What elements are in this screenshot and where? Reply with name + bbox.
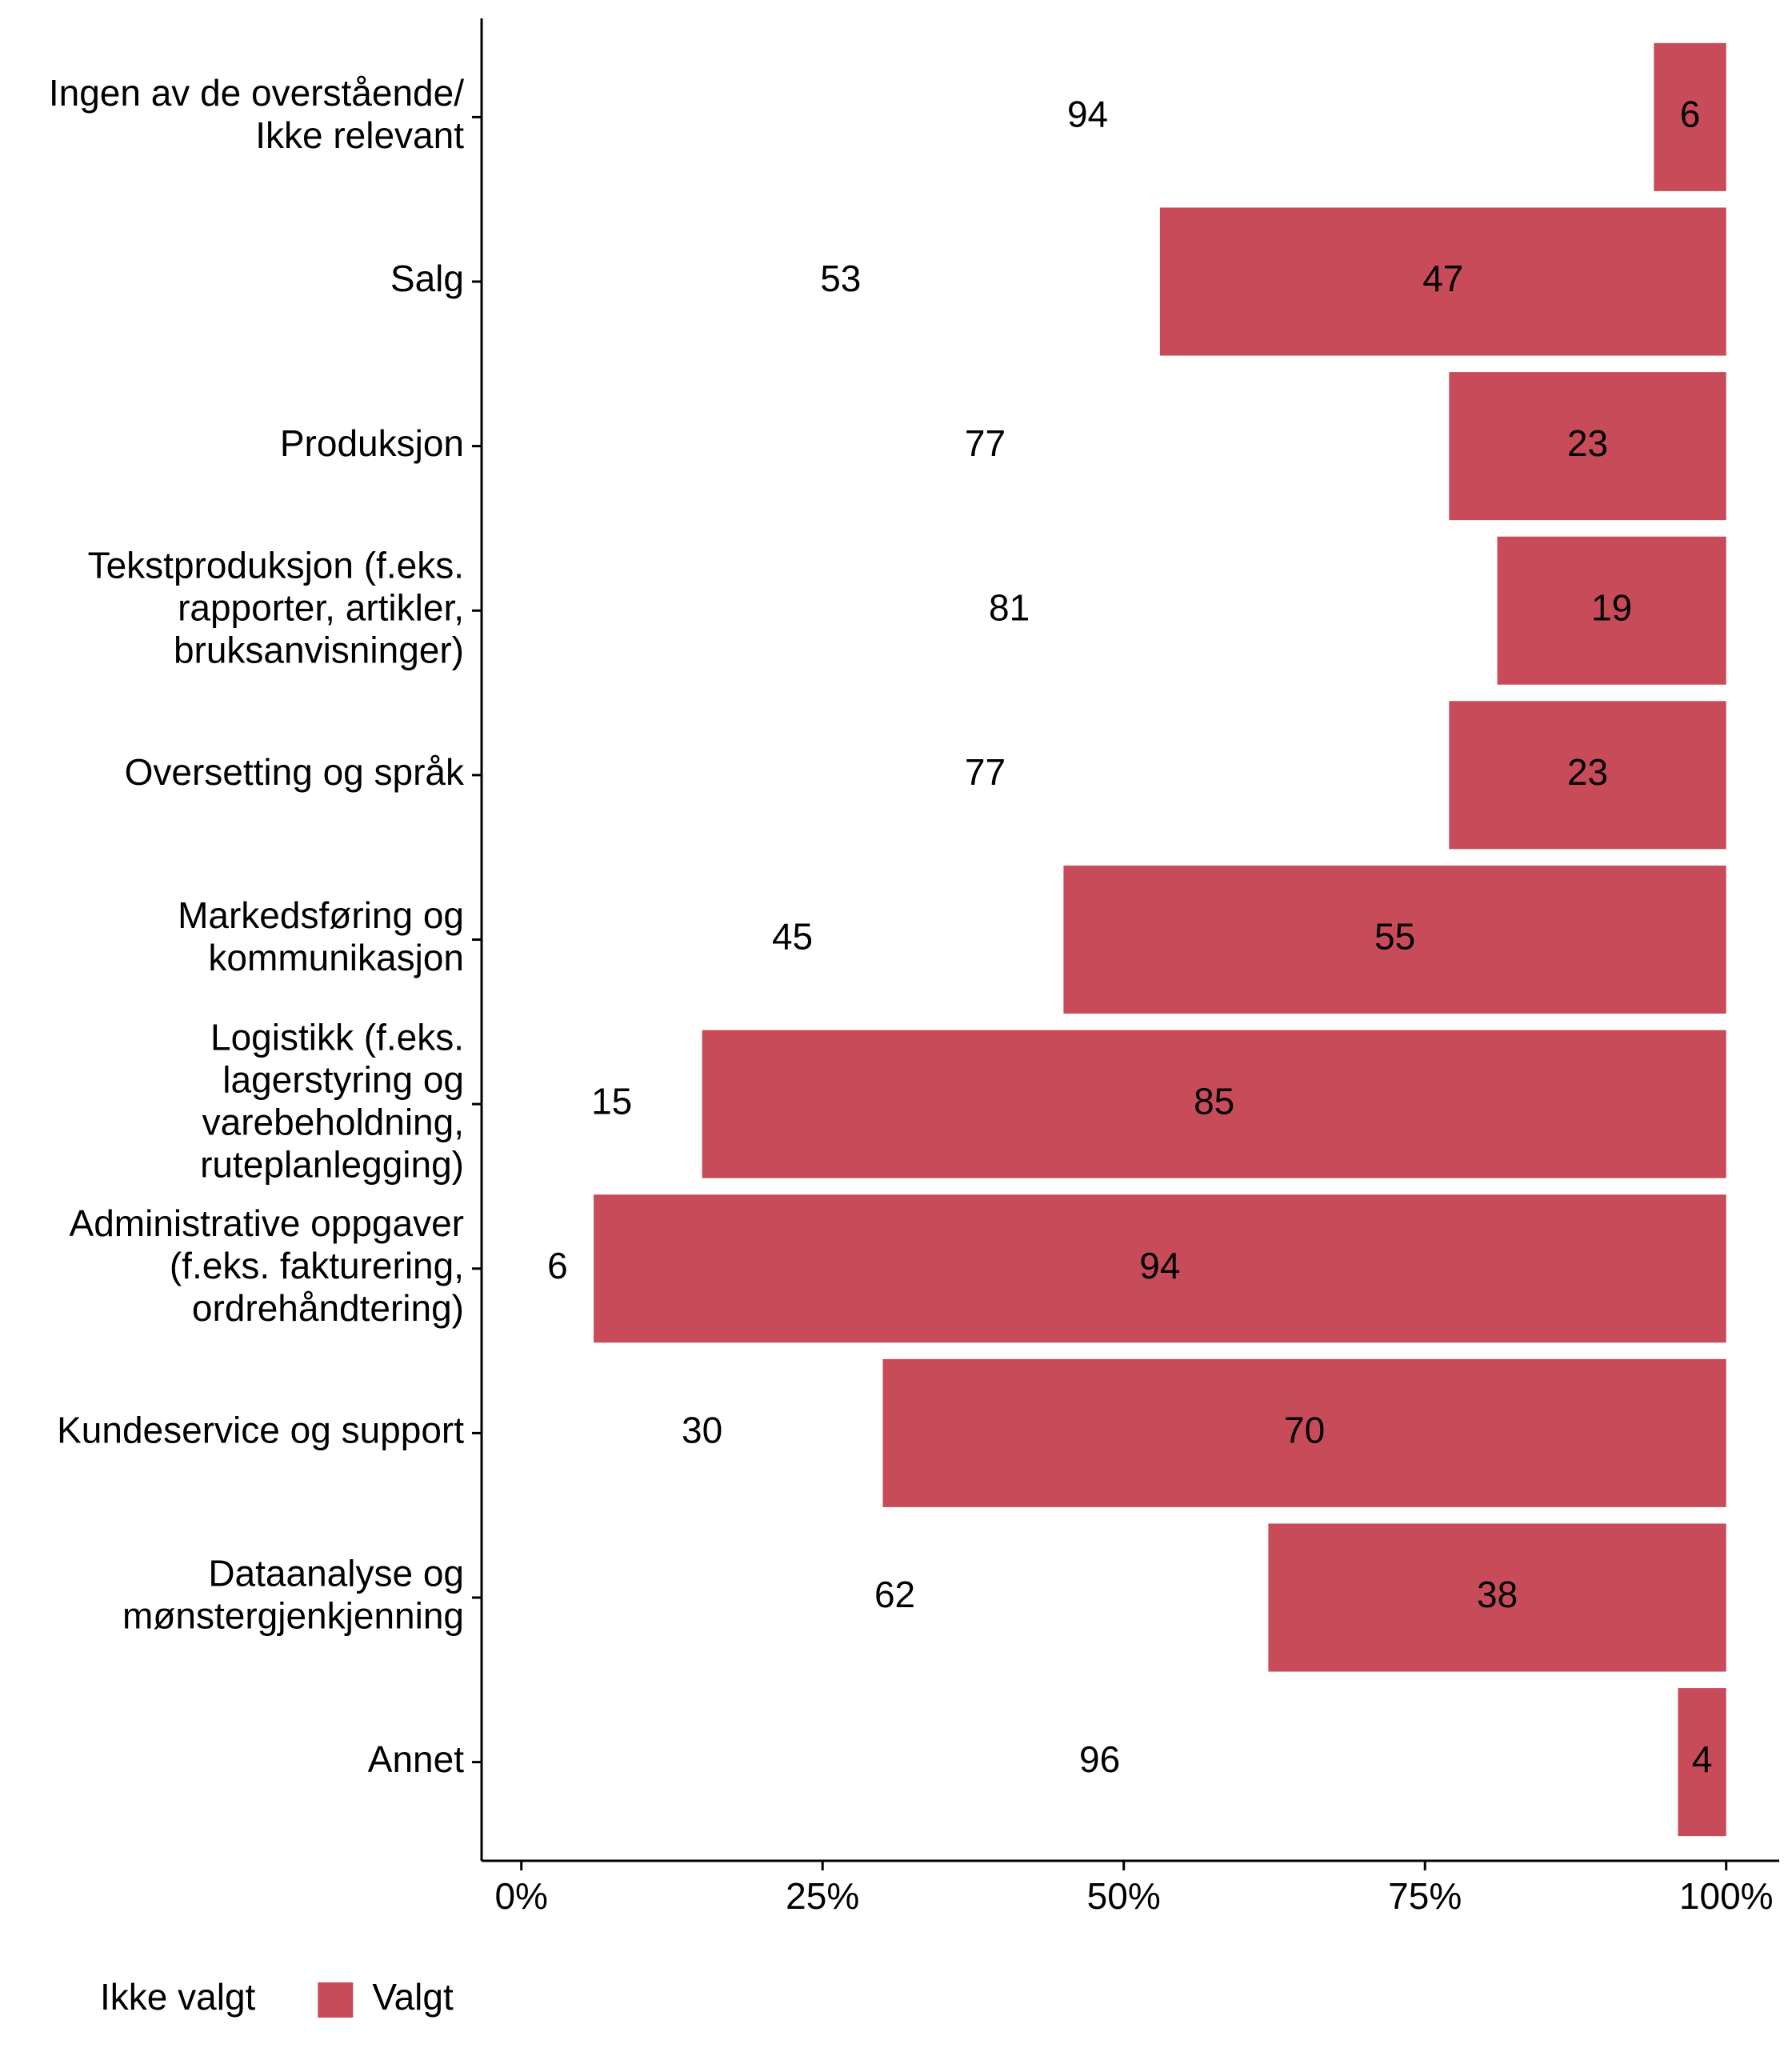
bar-segment [521,1030,702,1178]
x-tick-label: 25% [786,1875,859,1917]
value-label: 30 [682,1410,722,1451]
bar-segment [521,865,1064,1014]
bar-segment [521,536,1498,685]
y-tick-label: Salg [390,258,464,299]
bar-segment [521,1688,1678,1837]
legend-label: Valgt [372,1976,454,2018]
value-label: 55 [1374,916,1415,958]
y-tick-label: Kundeservice og support [57,1410,464,1451]
bar-segment [1063,865,1726,1014]
value-label: 23 [1567,751,1608,793]
value-label: 81 [989,586,1030,628]
bar-segment [521,1194,594,1343]
legend-label: Ikke valgt [100,1976,256,2018]
bar-segment [521,1358,883,1507]
x-tick-label: 50% [1087,1875,1161,1917]
y-tick-label: Annet [368,1738,464,1780]
bar-segment [1159,207,1726,356]
x-tick-label: 75% [1388,1875,1462,1917]
value-label: 85 [1194,1080,1234,1122]
bar-segment [702,1030,1726,1178]
y-tick-label: Administrative oppgaver (f.eks. faktureri… [70,1202,464,1329]
bar-segment [1678,1688,1726,1837]
bar-segment [521,207,1160,356]
y-tick-label: Logistikk (f.eks. lagerstyring og varebeho… [200,1017,464,1186]
value-label: 77 [965,751,1006,793]
bar-segment [521,701,1450,850]
y-tick-label: Ingen av de overstående/Ikke relevant [49,72,464,156]
value-label: 4 [1692,1738,1713,1780]
bar-segment [594,1194,1726,1343]
bar-segment [521,42,1654,191]
x-tick-label: 100% [1679,1875,1774,1917]
y-tick-label: Oversetting og språk [125,751,465,793]
value-label: 23 [1567,422,1608,464]
bar-segment [882,1358,1726,1507]
bar-segment [1268,1523,1726,1672]
y-tick-label: Produksjon [280,422,464,464]
value-label: 77 [965,422,1006,464]
value-label: 6 [1680,94,1701,135]
value-label: 19 [1591,586,1632,628]
value-label: 70 [1284,1410,1325,1451]
bar-segment [521,372,1450,521]
legend-swatch [318,1982,354,2018]
bar-segment [521,1523,1269,1672]
bar-segment [1449,701,1726,850]
bar-segment [1449,372,1726,521]
value-label: 96 [1079,1738,1120,1780]
y-tick-label: Markedsføring og kommunikasjon [178,894,464,978]
x-tick-label: 0% [494,1875,547,1917]
value-label: 45 [772,916,813,958]
bar-segment [1497,536,1726,685]
y-tick-label: Tekstproduksjon (f.eks. rapporter, artikl… [88,544,464,670]
value-label: 6 [547,1245,568,1286]
legend-swatch [274,1982,310,2018]
value-label: 94 [1067,94,1108,135]
value-label: 62 [874,1574,915,1615]
value-label: 53 [820,258,861,299]
value-label: 47 [1422,258,1463,299]
value-label: 94 [1139,1245,1180,1286]
value-label: 38 [1477,1574,1518,1615]
bar-segment [1654,42,1726,191]
value-label: 15 [591,1080,632,1122]
y-tick-label: Dataanalyse og mønstergjenkjenning [122,1553,464,1637]
